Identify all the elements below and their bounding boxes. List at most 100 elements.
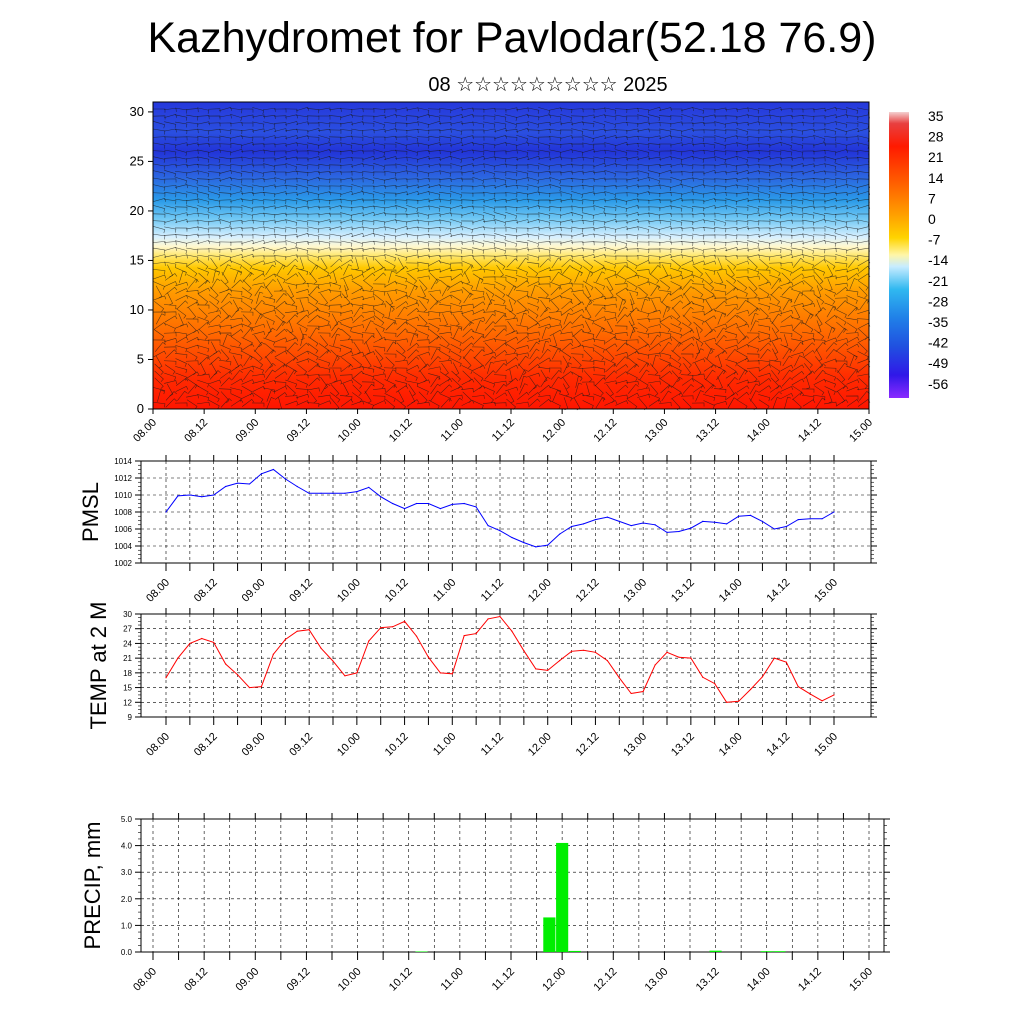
data-point: [809, 518, 811, 520]
wind-barb: [309, 272, 318, 285]
wind-barb: [263, 379, 277, 384]
wind-barb: [625, 339, 639, 344]
wind-barb: [472, 400, 484, 409]
wind-barb: [758, 198, 771, 205]
wind-barb: [264, 362, 276, 373]
wind-barb: [791, 378, 805, 386]
wind-barb: [749, 383, 760, 395]
wind-barb: [637, 170, 650, 178]
wind-barb: [186, 329, 200, 336]
wind-barb: [538, 121, 551, 126]
wind-barb: [736, 288, 748, 297]
wind-barb: [383, 185, 397, 190]
wind-barb: [615, 371, 629, 379]
wind-barb: [472, 385, 486, 393]
wind-barb: [507, 390, 515, 404]
wind-barb: [824, 156, 837, 164]
wind-barb: [462, 264, 474, 275]
wind-barb: [750, 312, 759, 325]
wind-barb: [757, 220, 771, 225]
wind-barb: [726, 273, 737, 284]
wind-barb: [670, 197, 684, 203]
wind-barb: [374, 272, 387, 282]
ytick-label: 4.0: [121, 842, 133, 851]
wind-barb: [527, 191, 540, 196]
wind-barb: [329, 233, 342, 240]
wind-barb: [207, 339, 221, 344]
wind-barb: [801, 227, 815, 232]
wind-barb: [219, 213, 232, 217]
wind-barb: [440, 398, 452, 408]
wind-barb: [218, 248, 232, 253]
wind-barb: [681, 267, 694, 276]
wind-barb: [318, 212, 331, 217]
wind-barb: [266, 397, 275, 409]
wind-barb: [241, 219, 254, 224]
wind-barb: [834, 213, 848, 218]
wind-barb: [769, 219, 782, 226]
wind-barb: [504, 129, 518, 134]
wind-barb: [780, 254, 793, 259]
wind-barb: [483, 219, 496, 224]
colorbar-label: -7: [928, 232, 941, 248]
wind-barb: [560, 219, 573, 224]
wind-barb: [417, 113, 431, 118]
wind-barb: [296, 177, 309, 184]
heatmap-xtick-label: 11.12: [490, 417, 517, 444]
wind-barb: [626, 289, 639, 297]
wind-barb: [384, 280, 398, 288]
wind-barb: [361, 171, 375, 177]
wind-barb: [583, 370, 593, 383]
wind-barb: [593, 121, 606, 129]
wind-barb: [538, 226, 551, 231]
wind-barb: [683, 362, 691, 376]
wind-barb: [461, 163, 474, 168]
heatmap-field: [153, 102, 869, 409]
xtick-label: 12.00: [526, 731, 554, 759]
wind-barb: [285, 135, 298, 140]
wind-barb: [812, 178, 826, 184]
wind-barb: [373, 308, 385, 319]
wind-barb: [781, 272, 791, 284]
wind-barb: [746, 164, 760, 169]
wind-barb: [791, 329, 803, 340]
wind-barb: [241, 142, 255, 146]
wind-barb: [540, 306, 551, 317]
wind-barb: [549, 311, 562, 316]
wind-barb: [604, 274, 618, 280]
wind-barb: [769, 191, 782, 199]
wind-barb: [815, 279, 824, 292]
wind-barb: [241, 163, 254, 168]
wind-barb: [483, 268, 496, 275]
wind-barb: [163, 311, 177, 316]
wind-barb: [836, 342, 849, 352]
wind-barb: [616, 294, 627, 305]
wind-barb: [241, 259, 253, 270]
wind-barb: [252, 239, 266, 244]
wind-barb: [758, 281, 772, 287]
wind-barb: [340, 395, 353, 401]
wind-barb: [704, 356, 714, 368]
xtick-label: 14.00: [717, 577, 745, 605]
wind-barb: [583, 293, 593, 306]
wind-barb: [791, 226, 804, 231]
wind-barb: [747, 184, 760, 191]
wind-barb: [835, 163, 848, 171]
colorbar-label: 14: [928, 170, 944, 186]
wind-barb: [153, 241, 166, 246]
wind-barb: [586, 383, 590, 397]
wind-barb: [570, 136, 584, 141]
wind-barb: [483, 338, 496, 343]
wind-barb: [703, 149, 716, 156]
wind-barb: [515, 332, 529, 337]
wind-barb: [542, 340, 550, 353]
wind-barb: [229, 241, 243, 246]
wind-barb: [505, 275, 518, 283]
wind-barb: [757, 143, 771, 148]
wind-barb: [362, 135, 375, 142]
wind-barb: [768, 136, 782, 141]
wind-barb: [241, 156, 254, 163]
wind-barb: [262, 157, 276, 162]
wind-barb: [494, 247, 507, 255]
wind-barb: [593, 359, 606, 366]
